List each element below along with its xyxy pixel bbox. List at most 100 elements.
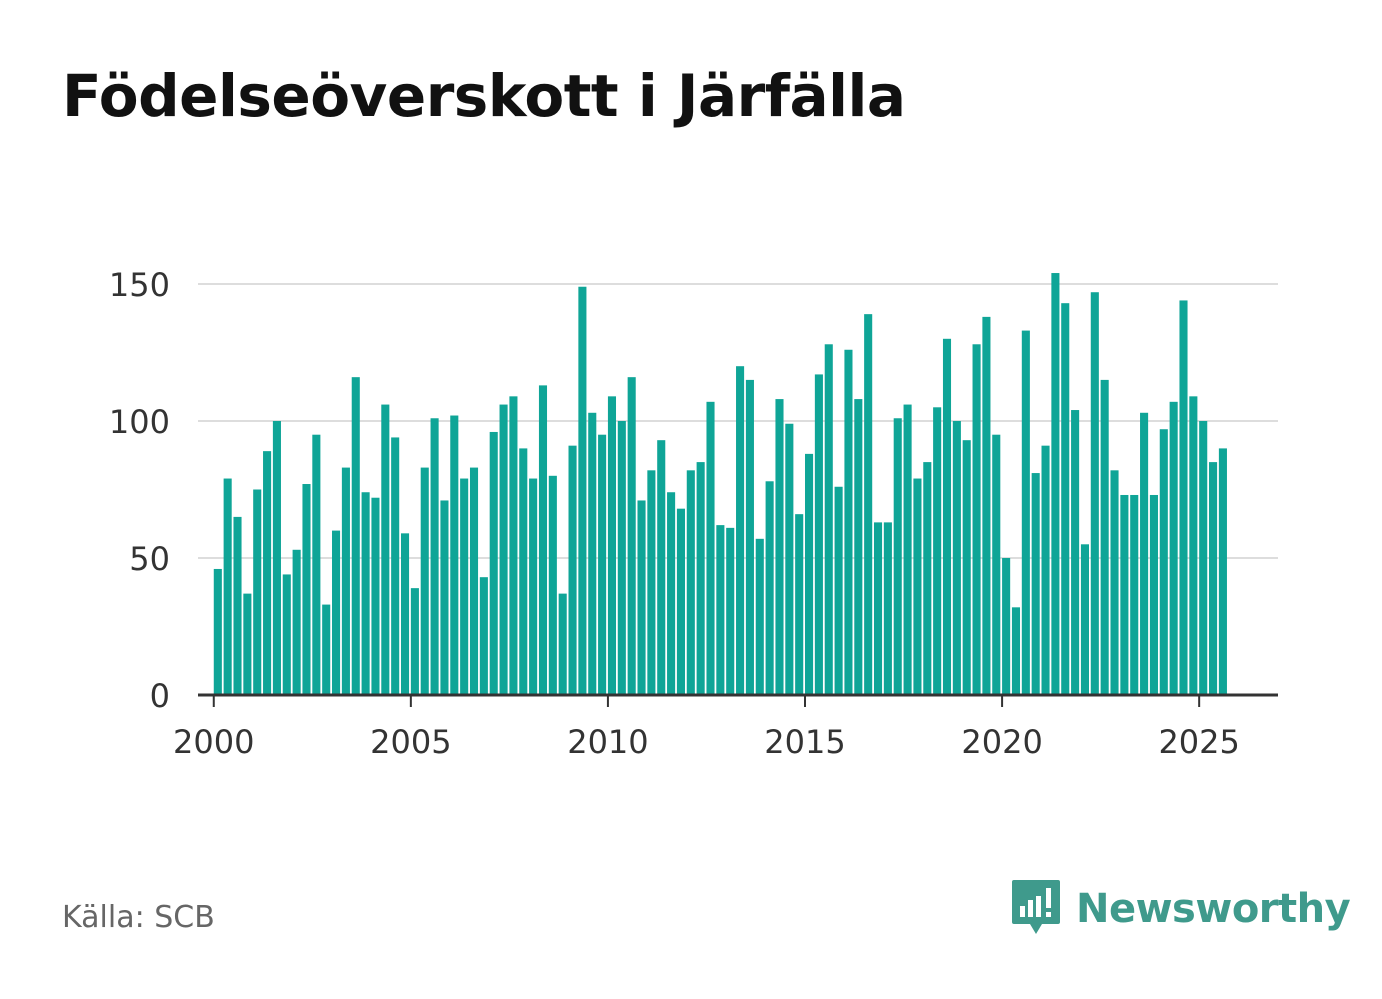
bar xyxy=(667,492,676,695)
bar xyxy=(430,418,439,695)
bar xyxy=(1080,544,1089,695)
bar xyxy=(844,349,853,695)
bar xyxy=(765,481,774,695)
bar xyxy=(263,451,272,695)
bar xyxy=(499,404,508,695)
bar xyxy=(617,421,626,695)
chart-title: Födelseöverskott i Järfälla xyxy=(62,62,906,130)
bar xyxy=(588,412,597,695)
bar xyxy=(824,344,833,695)
bar xyxy=(1209,462,1218,695)
bar xyxy=(1031,473,1040,695)
bar xyxy=(726,527,735,695)
bar xyxy=(292,549,301,695)
bar xyxy=(568,445,577,695)
bar xyxy=(883,522,892,695)
bar xyxy=(548,475,557,695)
bar xyxy=(1041,445,1050,695)
bar xyxy=(775,399,784,695)
bar xyxy=(923,462,932,695)
bar xyxy=(1090,292,1099,695)
bar xyxy=(1051,273,1060,695)
bar xyxy=(450,415,459,695)
bar xyxy=(972,344,981,695)
x-axis-ticks: 2000 2005 2010 2015 2020 2025 xyxy=(173,695,1240,761)
bar xyxy=(282,574,291,695)
bar xyxy=(933,407,942,695)
bar xyxy=(538,385,548,695)
bar xyxy=(361,492,370,695)
bar xyxy=(223,478,232,695)
x-tick-label: 2010 xyxy=(567,723,648,761)
bar xyxy=(962,440,971,695)
bar xyxy=(805,453,814,695)
bar xyxy=(1002,558,1011,695)
bar xyxy=(913,478,922,695)
bar xyxy=(1130,494,1139,695)
bar xyxy=(272,421,281,695)
bar xyxy=(745,379,754,695)
bar xyxy=(647,470,656,695)
bar xyxy=(1179,300,1188,695)
bar xyxy=(1061,303,1070,695)
bar xyxy=(558,593,567,695)
bar xyxy=(1071,410,1080,695)
bar xyxy=(1011,607,1021,695)
bar xyxy=(1140,412,1149,695)
bar xyxy=(795,514,804,695)
bar xyxy=(607,396,617,695)
bar xyxy=(903,404,912,695)
bar xyxy=(1199,421,1208,695)
bar xyxy=(351,377,360,695)
bar xyxy=(873,522,883,695)
bar xyxy=(686,470,695,695)
bar xyxy=(992,434,1001,695)
bar xyxy=(302,484,311,695)
bar xyxy=(598,434,607,695)
bar xyxy=(893,418,902,695)
bar xyxy=(243,593,252,695)
bar xyxy=(213,568,222,695)
bar xyxy=(381,404,390,695)
bar xyxy=(657,440,666,695)
x-tick-label: 2025 xyxy=(1158,723,1239,761)
bar xyxy=(253,489,262,695)
y-tick-label: 50 xyxy=(129,540,170,578)
bar xyxy=(942,338,952,695)
bar xyxy=(1100,379,1109,695)
bar xyxy=(1120,494,1129,695)
y-tick-label: 0 xyxy=(150,677,170,715)
newsworthy-logo-icon xyxy=(1012,880,1060,934)
bar xyxy=(410,588,419,695)
bar xyxy=(627,377,636,695)
bar xyxy=(371,497,380,695)
bar xyxy=(982,316,991,695)
bar xyxy=(420,467,429,695)
bar xyxy=(736,366,745,695)
y-tick-label: 100 xyxy=(109,403,170,441)
x-tick-label: 2015 xyxy=(764,723,845,761)
x-tick-label: 2005 xyxy=(370,723,451,761)
bar xyxy=(1169,401,1178,695)
bar xyxy=(529,478,538,695)
bar xyxy=(578,286,587,695)
bar xyxy=(519,448,528,695)
brand-logo: Newsworthy xyxy=(1010,878,1351,940)
bar xyxy=(1218,448,1227,695)
x-tick-label: 2020 xyxy=(961,723,1042,761)
bar xyxy=(755,538,764,695)
bar xyxy=(706,401,715,695)
y-axis-ticks: 0 50 100 150 xyxy=(109,266,170,715)
bar xyxy=(676,508,685,695)
bar xyxy=(341,467,350,695)
bar xyxy=(460,478,469,695)
bar xyxy=(785,423,794,695)
bar xyxy=(716,525,725,695)
brand-name: Newsworthy xyxy=(1076,886,1351,932)
bar xyxy=(854,399,863,695)
bar xyxy=(509,396,518,695)
bar xyxy=(312,434,321,695)
bar xyxy=(322,604,331,695)
bar xyxy=(1159,429,1168,695)
